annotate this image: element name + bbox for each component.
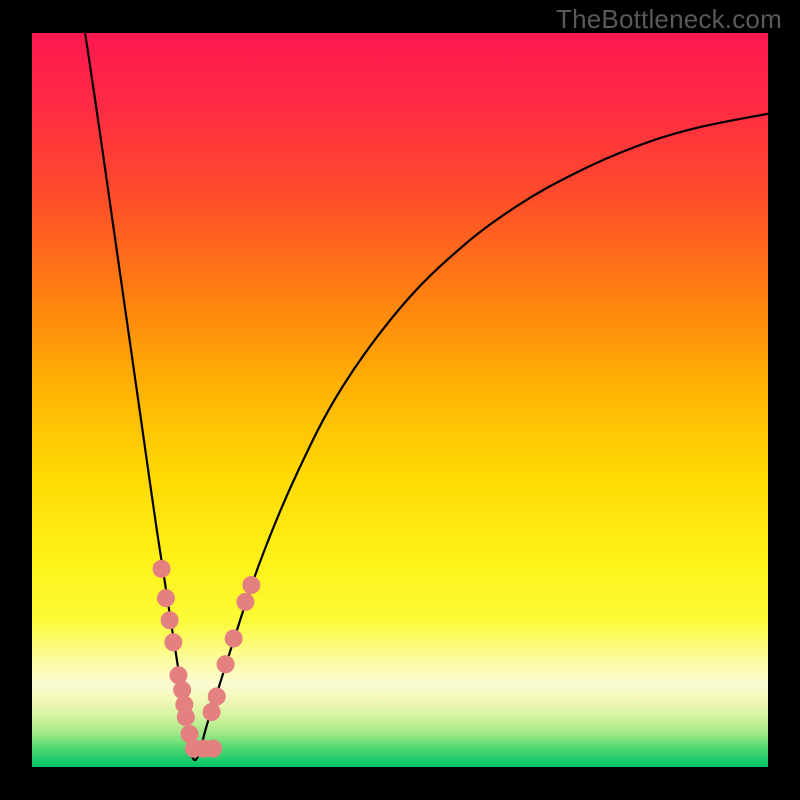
bottleneck-curve (84, 22, 768, 760)
data-marker (217, 656, 234, 673)
plot-area (32, 33, 768, 767)
data-marker (225, 630, 242, 647)
data-marker (157, 590, 174, 607)
data-marker (174, 681, 191, 698)
data-marker (237, 593, 254, 610)
data-marker (161, 612, 178, 629)
data-marker (165, 634, 182, 651)
data-marker (170, 667, 187, 684)
data-marker (243, 576, 260, 593)
data-marker (177, 709, 194, 726)
data-marker (153, 560, 170, 577)
data-marker (203, 703, 220, 720)
data-marker (208, 688, 225, 705)
chart-stage: TheBottleneck.com (0, 0, 800, 800)
attribution-text: TheBottleneck.com (556, 4, 782, 35)
curve-layer (32, 33, 768, 767)
data-marker (205, 740, 222, 757)
